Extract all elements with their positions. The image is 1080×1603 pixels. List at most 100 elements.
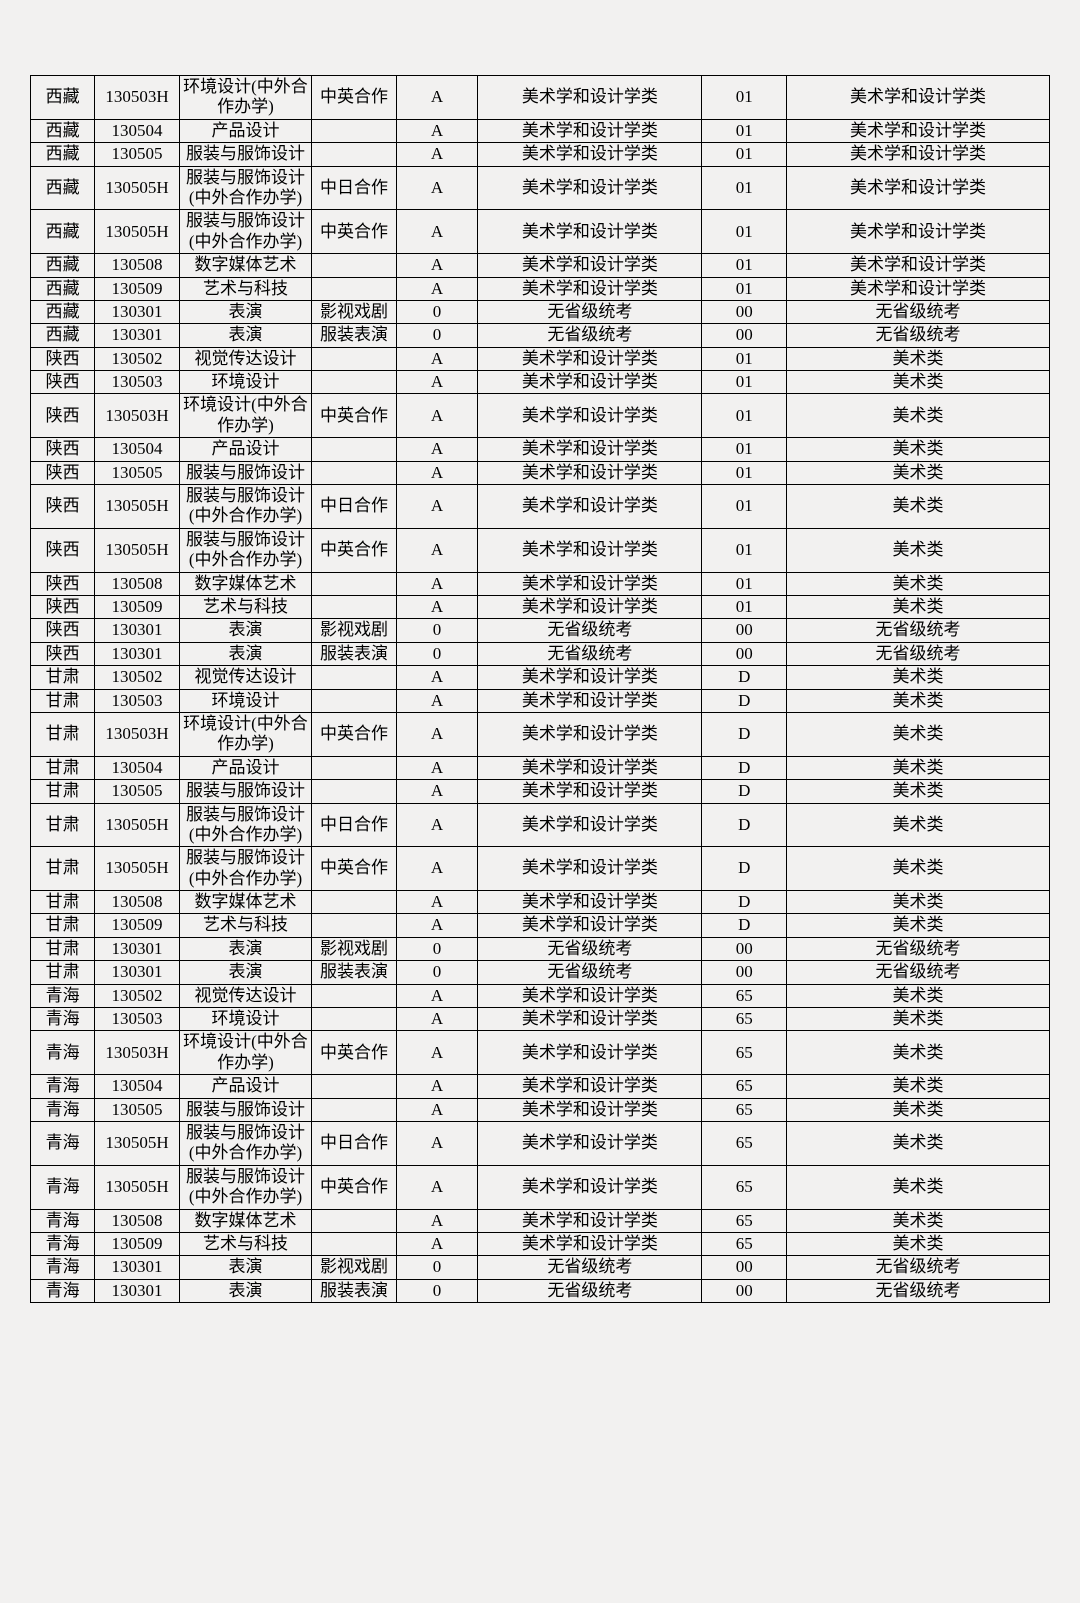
table-cell: 陕西 (31, 394, 95, 438)
table-cell: 01 (702, 143, 787, 166)
table-cell: A (396, 891, 478, 914)
table-cell: A (396, 461, 478, 484)
table-cell: 美术类 (787, 347, 1050, 370)
table-cell: 美术学和设计学类 (478, 1209, 702, 1232)
table-row: 青海130504产品设计A美术学和设计学类65美术类 (31, 1075, 1050, 1098)
table-cell: 0 (396, 1279, 478, 1302)
table-cell: 无省级统考 (787, 937, 1050, 960)
table-cell: 甘肃 (31, 803, 95, 847)
table-row: 陕西130503H环境设计(中外合作办学)中英合作A美术学和设计学类01美术类 (31, 394, 1050, 438)
table-cell: 青海 (31, 1279, 95, 1302)
table-cell: A (396, 528, 478, 572)
table-cell: 01 (702, 166, 787, 210)
table-cell: 65 (702, 1098, 787, 1121)
table-cell: 美术类 (787, 712, 1050, 756)
table-row: 陕西130505H服装与服饰设计(中外合作办学)中英合作A美术学和设计学类01美… (31, 528, 1050, 572)
table-cell: 陕西 (31, 347, 95, 370)
table-cell: 美术类 (787, 914, 1050, 937)
table-cell: 甘肃 (31, 914, 95, 937)
table-cell: 130502 (95, 347, 180, 370)
table-cell: 130505 (95, 143, 180, 166)
table-cell: 130504 (95, 756, 180, 779)
table-cell: 130505H (95, 210, 180, 254)
table-cell: 服装与服饰设计(中外合作办学) (179, 485, 311, 529)
table-cell: 美术学和设计学类 (478, 438, 702, 461)
table-cell: 0 (396, 324, 478, 347)
table-cell: 无省级统考 (478, 619, 702, 642)
table-cell: 产品设计 (179, 756, 311, 779)
table-cell: 美术学和设计学类 (478, 1008, 702, 1031)
table-cell: 美术类 (787, 847, 1050, 891)
table-cell (312, 780, 397, 803)
table-row: 西藏130508数字媒体艺术A美术学和设计学类01美术学和设计学类 (31, 254, 1050, 277)
table-row: 西藏130503H环境设计(中外合作办学)中英合作A美术学和设计学类01美术学和… (31, 76, 1050, 120)
table-cell: 130509 (95, 595, 180, 618)
table-cell: 美术类 (787, 666, 1050, 689)
table-row: 青海130301表演服装表演0无省级统考00无省级统考 (31, 1279, 1050, 1302)
table-cell: 表演 (179, 642, 311, 665)
table-cell: 美术类 (787, 485, 1050, 529)
table-cell: 01 (702, 394, 787, 438)
table-cell: 130502 (95, 984, 180, 1007)
table-cell: 陕西 (31, 461, 95, 484)
table-cell: 65 (702, 1075, 787, 1098)
table-cell: 西藏 (31, 143, 95, 166)
table-cell: 美术类 (787, 371, 1050, 394)
table-cell: 无省级统考 (478, 961, 702, 984)
table-cell: 青海 (31, 1075, 95, 1098)
table-cell: 美术学和设计学类 (787, 277, 1050, 300)
table-cell (312, 119, 397, 142)
table-cell: 无省级统考 (787, 619, 1050, 642)
table-cell: 美术类 (787, 1098, 1050, 1121)
table-cell: 130503 (95, 1008, 180, 1031)
table-cell (312, 1209, 397, 1232)
table-cell: 甘肃 (31, 780, 95, 803)
table-cell: 130505H (95, 528, 180, 572)
table-cell: 中英合作 (312, 76, 397, 120)
table-cell (312, 891, 397, 914)
table-cell: 130505 (95, 780, 180, 803)
table-row: 西藏130505H服装与服饰设计(中外合作办学)中日合作A美术学和设计学类01美… (31, 166, 1050, 210)
table-cell: 美术学和设计学类 (478, 803, 702, 847)
table-cell: 中英合作 (312, 1031, 397, 1075)
table-cell: 中英合作 (312, 1165, 397, 1209)
table-cell: 130505 (95, 461, 180, 484)
table-cell: A (396, 277, 478, 300)
table-cell: 青海 (31, 984, 95, 1007)
table-cell: A (396, 780, 478, 803)
table-row: 青海130505H服装与服饰设计(中外合作办学)中日合作A美术学和设计学类65美… (31, 1121, 1050, 1165)
table-cell: 130301 (95, 961, 180, 984)
table-cell: 中英合作 (312, 394, 397, 438)
table-cell: 130301 (95, 937, 180, 960)
table-cell: 服装与服饰设计(中外合作办学) (179, 803, 311, 847)
table-cell: A (396, 119, 478, 142)
table-cell: 130508 (95, 1209, 180, 1232)
table-cell: 00 (702, 937, 787, 960)
table-cell: 美术学和设计学类 (478, 528, 702, 572)
table-row: 青海130509艺术与科技A美术学和设计学类65美术类 (31, 1232, 1050, 1255)
table-cell: 无省级统考 (787, 1256, 1050, 1279)
table-cell: 130301 (95, 1279, 180, 1302)
table-cell: 美术类 (787, 394, 1050, 438)
table-cell: 美术类 (787, 461, 1050, 484)
table-cell: 甘肃 (31, 689, 95, 712)
table-cell: 青海 (31, 1165, 95, 1209)
table-cell: 无省级统考 (478, 300, 702, 323)
table-cell: 美术类 (787, 1209, 1050, 1232)
table-cell (312, 254, 397, 277)
table-cell (312, 1008, 397, 1031)
table-cell: 中日合作 (312, 1121, 397, 1165)
table-cell: 艺术与科技 (179, 595, 311, 618)
table-cell: 服装与服饰设计(中外合作办学) (179, 1165, 311, 1209)
table-cell: A (396, 1008, 478, 1031)
table-cell: A (396, 1165, 478, 1209)
table-cell: 青海 (31, 1031, 95, 1075)
table-cell: 服装表演 (312, 961, 397, 984)
table-cell: 美术类 (787, 756, 1050, 779)
table-cell: 美术类 (787, 1031, 1050, 1075)
table-row: 甘肃130503环境设计A美术学和设计学类D美术类 (31, 689, 1050, 712)
table-cell: 甘肃 (31, 937, 95, 960)
table-cell: D (702, 689, 787, 712)
table-row: 青海130503H环境设计(中外合作办学)中英合作A美术学和设计学类65美术类 (31, 1031, 1050, 1075)
table-cell: 青海 (31, 1232, 95, 1255)
